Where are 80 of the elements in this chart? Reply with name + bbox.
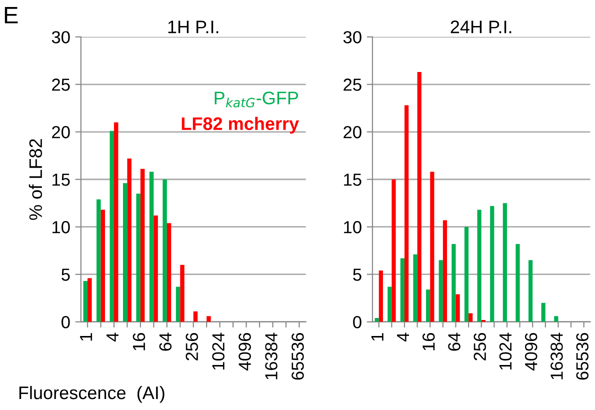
x-tick-label: 256 [186,333,198,360]
y-tick-label: 15 [52,174,70,186]
bar [88,278,92,322]
x-tick-label: 1 [80,333,92,341]
bar [464,226,469,322]
bar [100,210,105,322]
y-tick-label: 30 [343,31,362,44]
bar [193,311,198,322]
bar [140,168,145,322]
bar [176,286,180,322]
x-tick-label: 4 [106,332,118,342]
bar [83,281,88,322]
bar [162,179,167,322]
x-tick-label: 65536 [576,333,588,380]
y-tick-label: 10 [52,221,70,234]
x-tick-label: 4096 [524,333,538,370]
bar [149,172,154,322]
x-tick-label: 64 [159,332,172,351]
bar [110,130,114,322]
x-tick-label: 16 [422,333,435,350]
bar [468,313,473,322]
bar [122,183,128,322]
y-tick-label: 20 [344,126,362,138]
bar [388,286,392,322]
bar [528,260,533,322]
y-tick-label: 0 [353,316,362,328]
x-tick-label: 16 [132,333,146,350]
bar [374,318,379,322]
y-tick-label: 5 [353,268,362,281]
bar [541,302,546,322]
bar [114,122,118,322]
x-tick-label: 16384 [265,332,278,380]
x-tick-label: 65536 [292,333,304,380]
y-tick-label: 10 [344,221,362,234]
x-tick-label: 256 [474,333,486,360]
bar [477,210,482,322]
bar [413,254,418,322]
x-axis-title: Fluorescence (AI) [19,386,164,403]
bar [516,244,520,322]
y-tick-label: 5 [62,268,70,281]
bar [154,215,158,322]
bar [456,294,460,322]
text: E [4,7,18,24]
bar [490,206,494,322]
bar [417,72,422,322]
bar [426,290,430,322]
y-tick-label: 20 [52,126,70,138]
bar [136,194,140,322]
bar [502,203,507,322]
y-axis-title: % of LF82 [28,139,42,220]
x-tick-label: 4096 [238,333,251,370]
y-tick-label: 30 [52,31,70,44]
x-tick-label: 1024 [212,332,224,370]
bar [166,223,172,322]
x-tick-label: 1 [371,333,384,341]
bar [442,220,448,322]
chart-title: 24H P.I. [450,20,512,34]
text: P$_{katG}$-GFP [214,92,298,108]
bar [127,158,132,322]
bar [180,264,184,322]
y-tick-label: 25 [52,78,70,91]
bar [400,258,404,322]
bar [438,260,443,322]
bar [96,199,101,322]
bar [404,105,409,322]
bar [452,244,456,322]
x-tick-label: 4 [397,332,409,342]
bar [430,172,434,322]
bar [206,316,211,322]
y-tick-label: 0 [62,316,70,328]
x-tick-label: 64 [448,332,460,351]
text: LF82 mcherry [182,116,299,134]
bar [378,270,383,322]
x-tick-label: 16384 [550,332,563,380]
x-tick-label: 1024 [499,332,512,370]
chart-title: 1H P.I. [168,20,218,34]
bar [392,179,396,322]
y-tick-label: 25 [344,78,362,91]
y-tick-label: 15 [344,174,362,186]
bar [554,316,558,322]
